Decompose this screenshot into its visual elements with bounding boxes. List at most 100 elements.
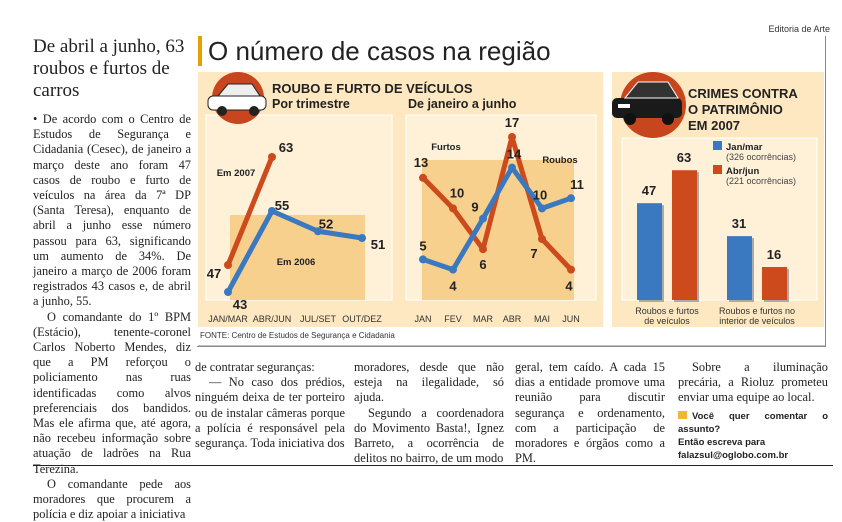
data-point (314, 227, 322, 236)
series-line (225, 154, 275, 268)
bar-label: 47 (642, 183, 656, 198)
legend-label: Jan/mar (726, 142, 763, 153)
bottom-rule (33, 465, 833, 466)
data-point (268, 207, 276, 215)
x-tick-label: OUT/DEZ (342, 314, 382, 324)
paragraph: de contratar seguranças: (195, 360, 315, 374)
column-4: geral, tem caído. A cada 15 dias a entid… (515, 360, 665, 466)
paragraph-text: De acordo com o Centro de Estudos de Seg… (33, 112, 191, 309)
legend-label: Em 2007 (217, 168, 256, 179)
car-icon (207, 72, 267, 124)
legend-swatch (713, 165, 722, 174)
data-point (449, 204, 457, 213)
data-point (538, 204, 546, 213)
paragraph: moradores, desde que não esteja na ilega… (354, 360, 504, 405)
data-point (538, 235, 546, 243)
comment-box: Você quer comentar o assunto? Então escr… (678, 410, 828, 462)
data-label: 9 (471, 200, 478, 215)
category-label: Roubos e furtos no interior de veículos (719, 306, 795, 326)
data-point (508, 133, 516, 141)
infographic: ROUBO E FURTO DE VEÍCULOS Por trimestre … (198, 72, 825, 347)
x-tick-label: ABR (503, 314, 522, 324)
x-tick-label: ABR/JUN (253, 314, 292, 324)
data-label: 4 (449, 279, 457, 294)
data-point (224, 261, 232, 269)
graphic-title: O número de casos na região (198, 36, 551, 66)
comment-line: Então escreva para (678, 436, 766, 448)
data-label: 5 (419, 238, 426, 253)
bar-title-line: EM 2007 (688, 118, 740, 133)
x-tick-label: JAN/MAR (208, 314, 248, 324)
x-tick-label: JAN (414, 314, 431, 324)
legend-note: (326 ocorrências) (726, 152, 796, 162)
data-label: 13 (414, 155, 428, 170)
shade-1 (230, 215, 365, 300)
credit: Editoria de Arte (768, 24, 830, 34)
headline: De abril a junho, 63 roubos e furtos de … (33, 36, 185, 101)
data-point (449, 265, 457, 274)
legend-label: Em 2006 (277, 257, 316, 268)
bar-label: 63 (677, 150, 691, 165)
paragraph: • De acordo com o Centro de Estudos de S… (33, 112, 191, 309)
paragraph: — No caso dos prédios, ninguém deixa de … (195, 375, 345, 451)
data-point (567, 265, 575, 274)
data-label: 4 (565, 279, 573, 294)
legend-label: Abr/jun (726, 166, 759, 177)
paragraph: geral, tem caído. A cada 15 dias a entid… (515, 360, 665, 466)
email-link[interactable]: falazsul@oglobo.com.br (678, 449, 789, 461)
data-label: 10 (450, 185, 464, 200)
chart-subtitle: Por trimestre (272, 97, 350, 111)
series-line (225, 208, 365, 295)
data-point (419, 173, 427, 182)
source-note: FONTE: Centro de Estudos de Segurança e … (200, 331, 395, 340)
square-icon (678, 410, 687, 419)
data-point (508, 163, 516, 172)
legend-label: Roubos (542, 155, 577, 166)
shade-2 (422, 160, 574, 300)
x-tick-label: MAI (534, 314, 550, 324)
data-point (479, 245, 487, 254)
column-2: de contratar seguranças: — No caso dos p… (195, 360, 345, 451)
data-label: 6 (479, 257, 486, 272)
data-label: 43 (233, 297, 247, 312)
legend-note: (221 ocorrências) (726, 176, 796, 186)
data-label: 52 (319, 216, 333, 231)
paragraph: O comandante pede aos moradores que proc… (33, 476, 191, 522)
data-point (479, 214, 487, 223)
series-line (420, 165, 574, 273)
data-point (224, 288, 232, 296)
paragraph: Sobre a iluminação precária, a Rioluz pr… (678, 360, 828, 405)
data-label: 7 (530, 246, 537, 261)
x-tick-label: FEV (444, 314, 462, 324)
x-tick-label: JUL/SET (300, 314, 337, 324)
paragraph: Segundo a coordenadora do Movimento Bast… (354, 405, 504, 466)
legend-swatch (713, 141, 722, 150)
data-label: 11 (570, 177, 584, 192)
data-label: 55 (275, 198, 289, 213)
data-label: 10 (533, 187, 547, 202)
data-point (358, 234, 366, 242)
bar (637, 203, 662, 300)
column-5: Sobre a iluminação precária, a Rioluz pr… (678, 360, 828, 462)
bar-label: 31 (732, 216, 746, 231)
legend-label: Furtos (431, 142, 461, 153)
chart-title: ROUBO E FURTO DE VEÍCULOS (272, 81, 473, 96)
data-label: 51 (371, 237, 385, 252)
column-3: moradores, desde que não esteja na ilega… (354, 360, 504, 466)
bar-title-line: O PATRIMÔNIO (688, 102, 783, 117)
bar (727, 236, 752, 300)
data-label: 47 (207, 266, 221, 281)
data-label: 17 (505, 115, 519, 130)
bar (762, 267, 787, 300)
data-label: 63 (279, 140, 293, 155)
x-tick-label: JUN (562, 314, 580, 324)
bar-title-line: CRIMES CONTRA (688, 86, 798, 101)
bar (672, 170, 697, 300)
data-label: 14 (507, 147, 522, 162)
data-point (567, 194, 575, 203)
x-tick-label: MAR (473, 314, 494, 324)
data-point (268, 153, 276, 161)
category-label: Roubos e furtos de veículos (635, 306, 699, 326)
bar-label: 16 (767, 247, 781, 262)
